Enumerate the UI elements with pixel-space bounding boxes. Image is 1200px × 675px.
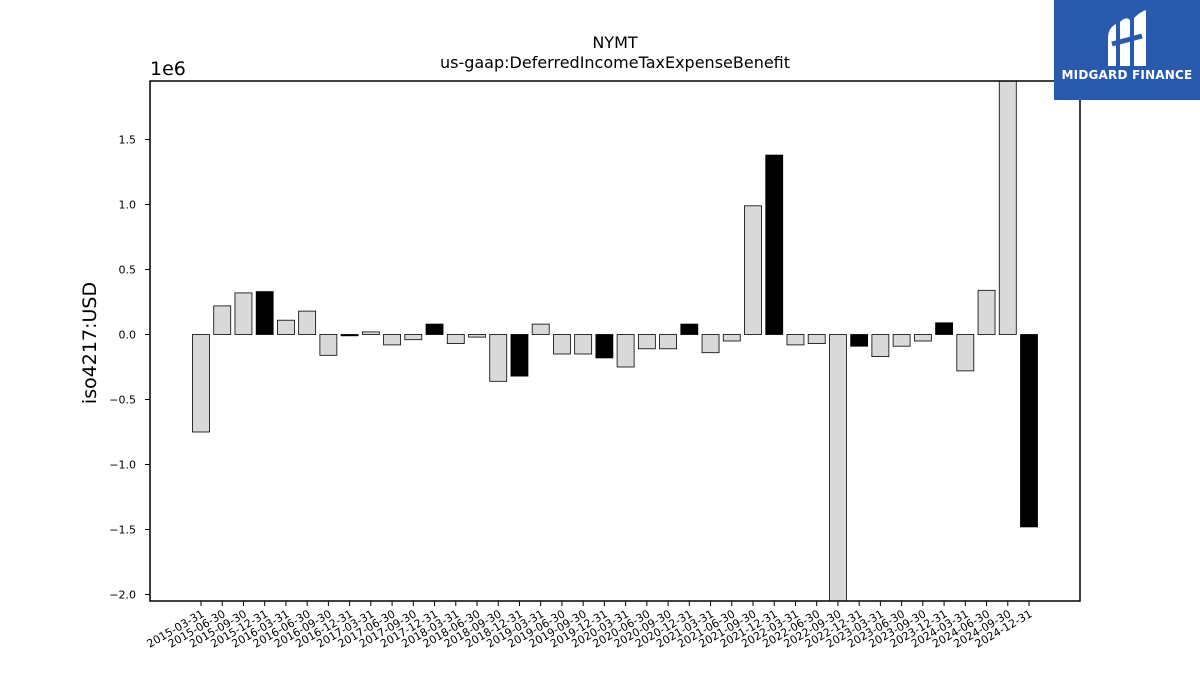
bar-2024-06-30: [977, 289, 996, 335]
bar-2016-12-31: [340, 334, 359, 337]
y-tick-label: 0.5: [119, 264, 137, 277]
bar-2020-12-31: [680, 323, 699, 335]
bar-2016-06-30: [298, 310, 317, 335]
y-tick-label: 0.0: [119, 329, 137, 342]
logo-text: MIDGARD FINANCE: [1061, 68, 1193, 82]
bar-2021-09-30: [744, 205, 762, 335]
logo-badge: MIDGARD FINANCE: [1054, 0, 1200, 100]
bar-2024-03-31: [956, 334, 975, 372]
bar-2023-09-30: [913, 334, 932, 342]
bar-2017-09-30: [404, 334, 423, 341]
y-tick-label: 1.0: [119, 199, 137, 212]
bar-2020-09-30: [659, 334, 677, 350]
bars-group: [192, 80, 1038, 602]
y-axis-ticks: −2.0 −1.5 −1.0 −0.5 0.0 0.5 1.0 1.5: [109, 134, 150, 602]
y-tick-label: 1.5: [119, 134, 137, 147]
y-tick-label: −1.0: [109, 459, 136, 472]
bar-2015-12-31: [255, 291, 274, 335]
bar-2019-03-31: [531, 323, 550, 335]
bar-2022-06-30: [807, 334, 826, 345]
bar-2022-12-31: [850, 334, 869, 347]
bar-2019-12-31: [595, 334, 614, 359]
plot-frame: [149, 80, 1081, 602]
bar-2022-09-30: [829, 334, 847, 602]
bar-2022-03-31: [786, 334, 805, 346]
bar-2015-09-30: [234, 292, 253, 335]
bar-2015-06-30: [213, 305, 232, 335]
bar-2015-03-31: [192, 334, 210, 433]
y-tick-label: −1.5: [109, 524, 136, 537]
bar-2020-03-31: [616, 334, 635, 368]
bar-2018-12-31: [510, 334, 529, 377]
bar-2021-06-30: [722, 334, 741, 342]
bar-2021-03-31: [701, 334, 720, 354]
bar-2018-03-31: [446, 334, 465, 345]
bar-2016-03-31: [277, 319, 295, 335]
bar-2017-12-31: [425, 323, 444, 335]
bar-2017-06-30: [383, 334, 401, 346]
bar-2017-03-31: [361, 331, 380, 335]
y-tick-label: −0.5: [109, 394, 136, 407]
y-tick-label: −2.0: [109, 589, 136, 602]
bar-2019-06-30: [553, 334, 571, 355]
x-axis-ticks: 2015-03-312015-06-302015-09-302015-12-31…: [145, 601, 1035, 651]
bar-2023-12-31: [935, 322, 953, 335]
bar-2024-09-30: [998, 80, 1017, 335]
bar-2020-06-30: [637, 334, 656, 350]
midgard-logo-icon: [1108, 10, 1146, 66]
bar-2016-09-30: [319, 334, 338, 356]
y-axis-label: iso4217:USD: [79, 282, 101, 404]
bar-2019-09-30: [574, 334, 593, 355]
bar-2023-06-30: [892, 334, 911, 347]
chart-subtitle: us-gaap:DeferredIncomeTaxExpenseBenefit: [440, 53, 790, 72]
bar-2023-03-31: [871, 334, 890, 358]
bar-2018-06-30: [468, 334, 486, 338]
y-scale-label: 1e6: [150, 58, 186, 80]
bar-2018-09-30: [489, 334, 508, 382]
chart-title: NYMT: [592, 33, 638, 52]
bar-2021-12-31: [765, 154, 784, 335]
bar-2024-12-31: [1020, 334, 1038, 528]
